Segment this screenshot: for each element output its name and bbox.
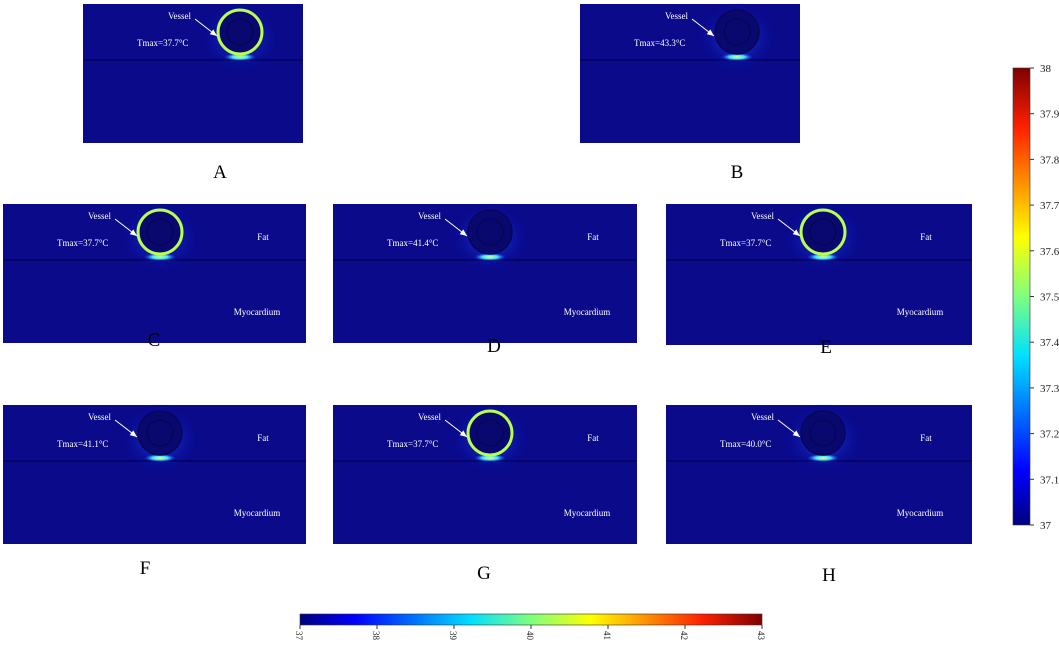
- tmax-label: Tmax=41.4°C: [387, 238, 438, 248]
- colorbar-tick-label: 43: [756, 631, 766, 641]
- vessel-arrow: [114, 218, 138, 237]
- myocardium-label: Myocardium: [897, 508, 944, 518]
- tmax-label: Tmax=37.7°C: [137, 38, 188, 48]
- fat-label: Fat: [257, 433, 269, 443]
- colorbar-tick-label: 37.1: [1040, 474, 1059, 486]
- colorbar-tick-label: 42: [679, 631, 689, 640]
- vessel-lumen: [476, 218, 504, 246]
- vessel-wall: [466, 409, 514, 457]
- colorbar-tick-label: 37.6: [1040, 246, 1059, 258]
- colorbar-right: [1012, 67, 1031, 526]
- hot-spot: [144, 253, 176, 261]
- tmax-label: Tmax=43.3°C: [634, 38, 685, 48]
- vessel-lumen: [146, 218, 174, 246]
- vessel-label: Vessel: [751, 211, 774, 221]
- colorbar-tick-label: 38: [1040, 63, 1052, 75]
- colorbar-tick-label: 37.2: [1040, 429, 1059, 441]
- colorbar-bottom: [299, 613, 763, 626]
- tmax-label: Tmax=37.7°C: [57, 238, 108, 248]
- vessel-label: Vessel: [88, 211, 111, 221]
- vessel-label: Vessel: [418, 211, 441, 221]
- fat-label: Fat: [834, 32, 846, 42]
- vessel-lumen: [146, 419, 174, 447]
- vessel-lumen: [226, 18, 254, 46]
- vessel-wall: [800, 410, 846, 456]
- panel-label: A: [213, 162, 227, 183]
- fat-label: Fat: [587, 433, 599, 443]
- vessel-label: Vessel: [418, 412, 441, 422]
- vessel-label: Vessel: [168, 11, 191, 21]
- colorbar-tick-label: 37: [1040, 520, 1052, 532]
- colorbar-tick-label: 37.4: [1040, 337, 1059, 349]
- colorbar-tick-label: 37.3: [1040, 383, 1059, 395]
- myocardium-label: Myocardium: [234, 508, 281, 518]
- myocardium-label: Myocardium: [234, 307, 281, 317]
- vessel-label: Vessel: [665, 11, 688, 21]
- panel-label: B: [731, 162, 744, 183]
- vessel-wall: [216, 8, 264, 56]
- colorbar-tick-label: 37.5: [1040, 292, 1059, 304]
- vessel-lumen: [476, 419, 504, 447]
- tmax-label: Tmax=40.0°C: [720, 439, 771, 449]
- myocardium-label: Myocardium: [564, 508, 611, 518]
- hot-spot: [807, 454, 839, 462]
- vessel-arrow: [194, 18, 218, 37]
- vessel-wall: [136, 208, 184, 256]
- colorbar-tick-label: 37.9: [1040, 109, 1059, 121]
- tmax-label: Tmax=41.1°C: [57, 439, 108, 449]
- hot-spot: [224, 53, 256, 61]
- vessel-label: Vessel: [88, 412, 111, 422]
- vessel-arrow: [444, 419, 468, 438]
- vessel-arrow: [444, 218, 468, 237]
- colorbar-tick-label: 41: [602, 631, 612, 640]
- hot-spot: [474, 253, 506, 261]
- vessel-lumen: [809, 419, 837, 447]
- hot-spot: [807, 253, 839, 261]
- vessel-label: Vessel: [751, 412, 774, 422]
- vessel-wall: [714, 9, 760, 55]
- panel-label: D: [487, 336, 501, 357]
- panel-label: F: [140, 558, 151, 579]
- tmax-label: Tmax=37.7°C: [387, 439, 438, 449]
- colorbar-tick-label: 40: [525, 631, 535, 641]
- vessel-arrow: [777, 218, 801, 237]
- vessel-arrow: [691, 18, 715, 37]
- vessel-wall: [467, 209, 513, 255]
- fat-label: Fat: [587, 232, 599, 242]
- colorbar-tick-label: 37: [294, 631, 304, 641]
- panel-label: E: [820, 337, 832, 358]
- colorbar-tick-label: 37.7: [1040, 200, 1059, 212]
- hot-spot: [144, 454, 176, 462]
- fat-label: Fat: [920, 433, 932, 443]
- vessel-lumen: [723, 18, 751, 46]
- vessel-lumen: [809, 218, 837, 246]
- panel-label: G: [477, 563, 491, 584]
- panel-label: C: [148, 330, 161, 351]
- myocardium-label: Myocardium: [314, 107, 361, 117]
- colorbar-tick-label: 38: [371, 631, 381, 641]
- vessel-wall: [799, 208, 847, 256]
- colorbar-tick-label: 37.8: [1040, 154, 1059, 166]
- vessel-wall: [137, 410, 183, 456]
- vessel-arrow: [114, 419, 138, 438]
- myocardium-label: Myocardium: [564, 307, 611, 317]
- tmax-label: Tmax=37.7°C: [720, 238, 771, 248]
- fat-label: Fat: [337, 32, 349, 42]
- panel-label: H: [822, 565, 836, 586]
- myocardium-label: Myocardium: [897, 307, 944, 317]
- hot-spot: [474, 454, 506, 462]
- vessel-arrow: [777, 419, 801, 438]
- fat-label: Fat: [920, 232, 932, 242]
- myocardium-label: Myocardium: [811, 107, 858, 117]
- fat-label: Fat: [257, 232, 269, 242]
- colorbar-tick-label: 39: [448, 631, 458, 641]
- hot-spot: [721, 53, 753, 61]
